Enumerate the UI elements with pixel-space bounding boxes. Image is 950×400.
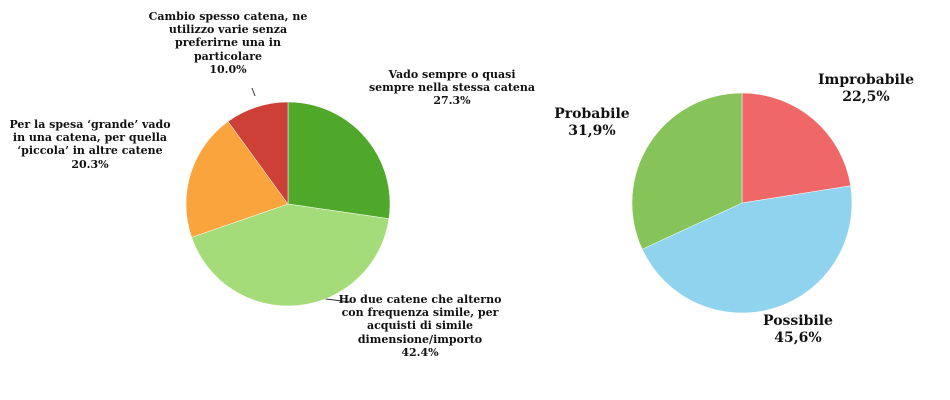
- slice-label: Cambio spesso catena, ne utilizzo varie …: [143, 10, 313, 76]
- slice-label: Vado sempre o quasi sempre nella stessa …: [367, 68, 537, 108]
- slice-label: Improbabile 22,5%: [796, 72, 936, 106]
- pie-slice: [631, 92, 743, 250]
- value-label: 20.3%: [71, 157, 109, 171]
- pie-slice: [227, 101, 289, 205]
- value-label: 42.4%: [401, 345, 439, 359]
- slice-label: Ho due catene che alterno con frequenza …: [338, 293, 503, 359]
- category-label: Probabile: [554, 106, 630, 122]
- category-label: Ho due catene che alterno con frequenza …: [338, 293, 502, 346]
- slice-label: Possibile 45,6%: [728, 313, 868, 347]
- value-label: 10.0%: [209, 62, 247, 76]
- value-label: 45,6%: [774, 329, 822, 346]
- slice-label: Probabile 31,9%: [522, 106, 662, 140]
- category-label: Improbabile: [817, 72, 915, 88]
- value-label: 27.3%: [433, 94, 471, 108]
- category-label: Cambio spesso catena, ne utilizzo varie …: [148, 10, 308, 63]
- pie-slice: [641, 185, 853, 314]
- leader-line: [251, 87, 256, 97]
- slice-label: Per la spesa ‘grande’ vado in una catena…: [5, 118, 175, 171]
- pie-slice: [191, 203, 390, 307]
- category-label: Possibile: [763, 313, 833, 329]
- pie-slice: [741, 92, 851, 204]
- category-label: Per la spesa ‘grande’ vado in una catena…: [9, 118, 171, 158]
- pie-slice: [287, 101, 391, 219]
- pie-slice: [185, 121, 289, 238]
- value-label: 31,9%: [568, 122, 616, 139]
- category-label: Vado sempre o quasi sempre nella stessa …: [368, 68, 536, 95]
- value-label: 22,5%: [842, 88, 890, 105]
